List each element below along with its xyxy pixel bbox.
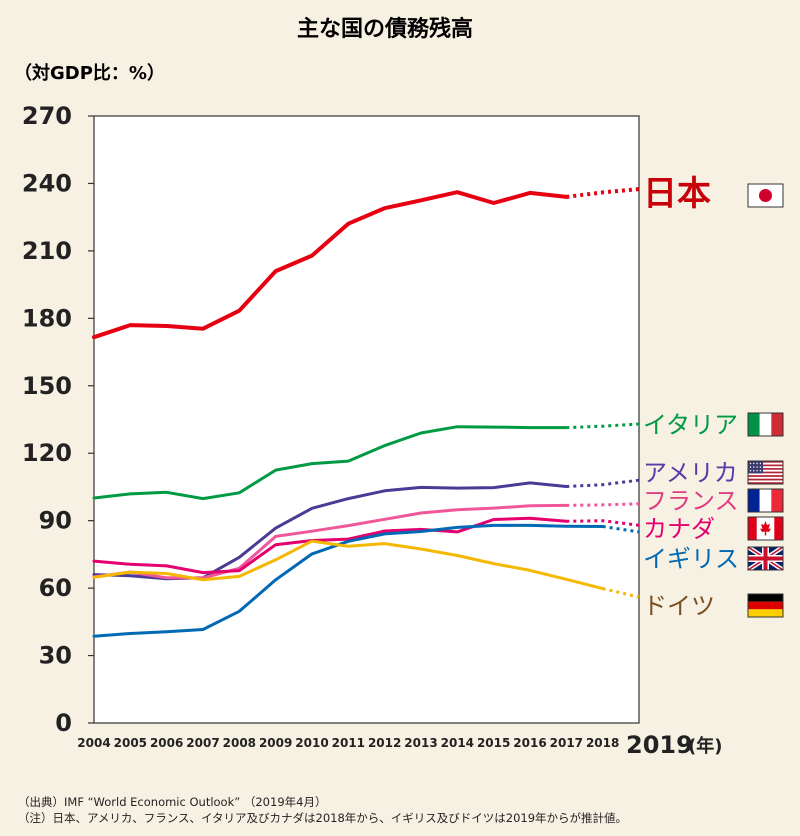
x-tick-label: 2015 xyxy=(477,736,510,750)
chart-title: 主な国の債務残高 xyxy=(297,16,473,42)
series-label: 日本 xyxy=(643,174,711,214)
series-line-actual xyxy=(92,539,605,591)
series-label: イタリア xyxy=(643,411,738,439)
germany-flag xyxy=(747,593,784,618)
japan-flag xyxy=(747,183,784,208)
y-tick-label: 90 xyxy=(39,507,72,535)
y-axis: 0 30 60 90 120 150 180 210 240 270 xyxy=(22,102,94,737)
series-label: アメリカ xyxy=(643,459,738,487)
series-line-actual xyxy=(92,523,605,638)
y-tick-label: 30 xyxy=(39,642,72,670)
series-label: ドイツ xyxy=(643,592,715,620)
y-tick-label: 120 xyxy=(22,439,72,467)
x-tick-label: 2009 xyxy=(259,736,292,750)
y-tick-label: 240 xyxy=(22,169,72,197)
series-line-estimated xyxy=(566,502,640,507)
x-tick-label: 2017 xyxy=(550,736,583,750)
x-tick-label: 2014 xyxy=(441,736,474,750)
series-lines xyxy=(92,187,640,638)
series-label: カナダ xyxy=(643,515,715,543)
x-tick-label: 2012 xyxy=(368,736,401,750)
series-line-estimated xyxy=(566,187,640,199)
x-tick-label: 2018 xyxy=(586,736,619,750)
series-flags xyxy=(746,183,785,618)
series-line-actual xyxy=(92,190,569,340)
y-tick-label: 180 xyxy=(22,304,72,332)
france-flag xyxy=(747,488,784,513)
series-line-actual xyxy=(92,516,568,575)
x-axis: 2004 2005 2006 2007 2008 2009 2010 2011 2012 2013… xyxy=(77,731,722,759)
x-tick-label: 2007 xyxy=(186,736,219,750)
x-tick-label: 2011 xyxy=(332,736,365,750)
series-label: イギリス xyxy=(643,545,739,573)
series-line-actual xyxy=(92,503,568,580)
y-tick-label: 60 xyxy=(39,574,72,602)
x-tick-label: 2016 xyxy=(513,736,546,750)
x-tick-label: 2008 xyxy=(223,736,256,750)
series-line-actual xyxy=(92,425,568,501)
series-line-estimated xyxy=(566,519,640,527)
chart-notes: （出典）IMF “World Economic Outlook” （2019年4… xyxy=(18,794,627,826)
usa-flag xyxy=(747,460,784,485)
italy-flag xyxy=(747,412,784,437)
series-line-estimated xyxy=(566,422,640,430)
series-line-estimated xyxy=(566,478,640,488)
x-tick-label: 2006 xyxy=(150,736,183,750)
y-axis-unit-label: （対GDP比：%） xyxy=(14,62,165,84)
x-tick-label: 2004 xyxy=(77,736,110,750)
source-note: （出典）IMF “World Economic Outlook” （2019年4… xyxy=(18,795,327,809)
uk-flag xyxy=(746,545,785,572)
x-tick-label-2019: 2019 xyxy=(626,731,693,759)
estimate-note: （注）日本、アメリカ、フランス、イタリア及びカナダは2018年から、イギリス及び… xyxy=(18,811,628,825)
y-tick-label: 150 xyxy=(22,372,72,400)
y-tick-label: 210 xyxy=(22,237,72,265)
x-tick-label: 2005 xyxy=(114,736,147,750)
series-line-estimated xyxy=(602,525,640,534)
x-tick-label: 2013 xyxy=(404,736,437,750)
canada-flag xyxy=(747,516,784,541)
x-axis-unit: (年) xyxy=(688,735,722,757)
series-label: フランス xyxy=(643,487,739,515)
x-tick-label: 2010 xyxy=(295,736,328,750)
y-tick-label: 0 xyxy=(55,709,72,737)
y-tick-label: 270 xyxy=(22,102,72,130)
